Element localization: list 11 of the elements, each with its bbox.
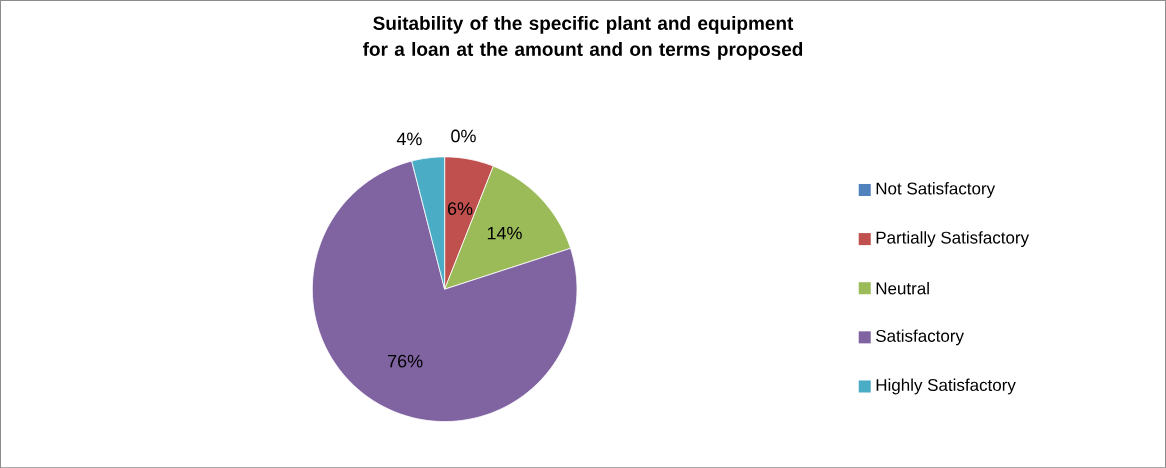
data-label: 76% (388, 354, 423, 368)
text: 0% (451, 129, 476, 143)
data-label: 6% (447, 202, 473, 215)
legend-label: Highly Satisfactory (876, 378, 1016, 395)
legend-label: Neutral (876, 281, 929, 295)
data-label: 4% (396, 132, 422, 146)
legend-label: Partially Satisfactory (876, 231, 1030, 247)
legend-label: Not Satisfactory (876, 181, 996, 198)
chart-title: Suitability of the specific plant and equipment for a loan at the amount and on terms proposed (362, 15, 803, 60)
data-label: 14% (487, 226, 522, 240)
legend-label: Satisfactory (876, 329, 964, 346)
